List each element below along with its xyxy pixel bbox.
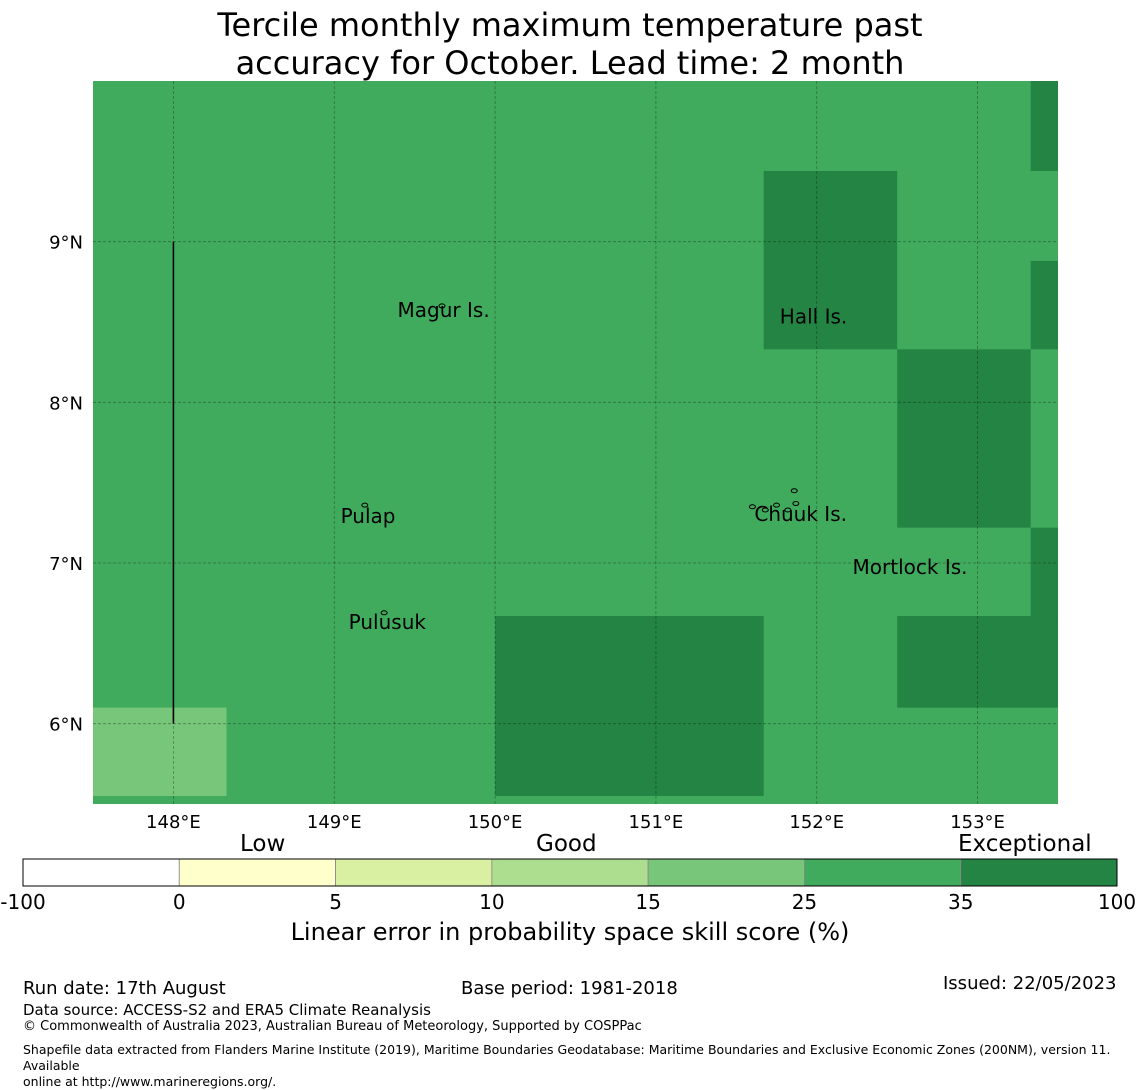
colorbar: -100 0 5 10 15 25 35 100 <box>0 858 1136 914</box>
colorbar-tick-label: 10 <box>479 890 504 914</box>
longitude-tick-label: 148°E <box>146 812 201 833</box>
place-label: Hall Is. <box>780 305 847 329</box>
map-area: Magur Is. Hall Is. Pulap Chuuk Is. Mortlock … <box>49 81 1058 833</box>
colorbar-label-good: Good <box>536 831 597 857</box>
issued-date: Issued: 22/05/2023 <box>943 973 1117 994</box>
island-outline <box>784 507 792 513</box>
map-title: Tercile monthly maximum temperature past… <box>0 6 1140 82</box>
place-label: Chuuk Is. <box>754 502 847 526</box>
island-outline <box>790 488 798 494</box>
colorbar-tick-label: 25 <box>792 890 817 914</box>
latitude-tick-label: 6°N <box>49 715 83 736</box>
colorbar-tick-label: 15 <box>635 890 660 914</box>
colorbar-label-exceptional: Exceptional <box>958 831 1092 857</box>
latitude-tick-label: 7°N <box>49 554 83 575</box>
island-outline <box>773 502 781 508</box>
colorbar-frame <box>22 858 1118 887</box>
island-outline <box>361 502 369 508</box>
colorbar-tick-label: 100 <box>1098 890 1136 914</box>
place-label: Magur Is. <box>398 298 490 322</box>
shapefile-credit-line-2: online at http://www.marineregions.org/. <box>23 1074 277 1089</box>
colorbar-label-low: Low <box>240 831 286 857</box>
island-outline <box>748 504 756 510</box>
skill-cell <box>763 170 898 350</box>
island-outline <box>761 507 769 513</box>
base-period: Base period: 1981-2018 <box>461 978 678 999</box>
shapefile-credit: Shapefile data extracted from Flanders M… <box>23 1042 1140 1090</box>
colorbar-swatch <box>491 858 649 887</box>
colorbar-tick-label: -100 <box>0 890 45 914</box>
skill-cell <box>1030 527 1058 617</box>
colorbar-swatch <box>335 858 493 887</box>
colorbar-swatch <box>178 858 336 887</box>
title-line-1: Tercile monthly maximum temperature past <box>217 6 923 44</box>
shapefile-credit-line-1: Shapefile data extracted from Flanders M… <box>23 1042 1111 1073</box>
island-outline <box>380 610 388 616</box>
longitude-tick-label: 152°E <box>789 812 844 833</box>
colorbar-tick-label: 5 <box>329 890 342 914</box>
colorbar-swatch <box>960 858 1118 887</box>
skill-cell <box>1030 81 1058 171</box>
colorbar-tick-label: 35 <box>948 890 973 914</box>
longitude-tick-label: 153°E <box>950 812 1005 833</box>
skill-cell <box>93 707 227 796</box>
latitude-tick-label: 9°N <box>49 233 83 254</box>
latitude-tick-label: 8°N <box>49 393 83 414</box>
longitude-tick-label: 149°E <box>307 812 362 833</box>
data-source: Data source: ACCESS-S2 and ERA5 Climate … <box>23 1001 431 1019</box>
colorbar-title: Linear error in probability space skill … <box>290 918 850 946</box>
colorbar-swatch <box>647 858 805 887</box>
skill-cell <box>495 616 764 796</box>
skill-cell <box>897 616 1058 708</box>
place-label: Pulap <box>341 504 396 528</box>
skill-cell <box>897 349 1031 528</box>
skill-cell <box>1030 260 1058 350</box>
copyright: © Commonwealth of Australia 2023, Austra… <box>23 1019 642 1034</box>
island-outline <box>438 303 446 309</box>
longitude-tick-label: 150°E <box>468 812 523 833</box>
longitude-tick-label: 151°E <box>629 812 684 833</box>
island-outline <box>792 501 800 507</box>
colorbar-tick-label: 0 <box>173 890 186 914</box>
place-label: Mortlock Is. <box>853 555 968 579</box>
run-date: Run date: 17th August <box>23 978 226 999</box>
colorbar-swatch <box>804 858 962 887</box>
title-line-2: accuracy for October. Lead time: 2 month <box>235 44 905 82</box>
colorbar-swatch <box>22 858 180 887</box>
place-label: Pulusuk <box>349 610 427 634</box>
